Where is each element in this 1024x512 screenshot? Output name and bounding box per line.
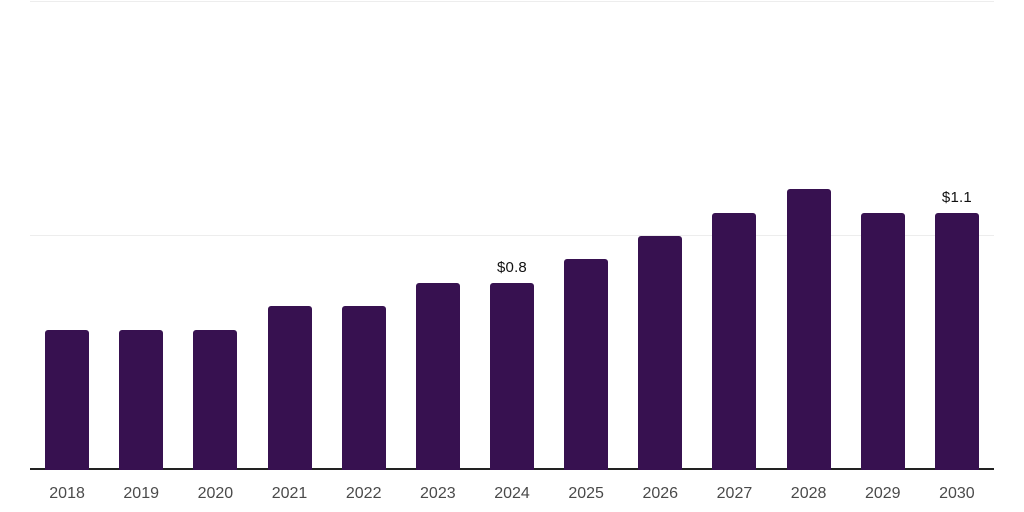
bar-2020 (193, 329, 238, 470)
x-tick-label-2020: 2020 (197, 485, 234, 502)
x-tick-label-2025: 2025 (568, 485, 604, 502)
x-tick-label-2027: 2027 (716, 485, 753, 502)
x-tick-label-2019: 2019 (123, 485, 159, 502)
bar-2022 (341, 306, 386, 470)
bar-2024 (490, 282, 534, 470)
bar-2018 (45, 329, 90, 470)
data-label-2030: $1.1 (941, 188, 972, 206)
bar-2023 (415, 282, 460, 470)
data-label-2024: $0.8 (496, 258, 527, 276)
x-axis: 2018 2019 2020 2021 2022 2023 2024 2025 2026 2027… (30, 484, 994, 504)
x-tick-label-2022: 2022 (345, 485, 382, 502)
bar-2025 (564, 259, 609, 470)
bar-2026 (638, 236, 683, 470)
x-tick-label-2024: 2024 (494, 485, 530, 502)
bar-2019 (119, 329, 164, 470)
bar-2030 (934, 212, 979, 470)
x-tick-label-2021: 2021 (271, 485, 308, 502)
x-tick-label-2030: 2030 (939, 485, 975, 502)
bar-2021 (267, 306, 312, 470)
x-tick-label-2028: 2028 (790, 485, 827, 502)
x-tick-label-2029: 2029 (864, 485, 901, 502)
plot-area: $0.8 $1.1 (30, 0, 994, 470)
x-tick-label-2018: 2018 (49, 485, 85, 502)
bar-2028 (786, 189, 831, 470)
x-tick-label-2026: 2026 (642, 485, 679, 502)
y-gridline-1 (30, 235, 994, 236)
bar-2029 (860, 212, 905, 470)
y-gridline-2 (30, 1, 994, 2)
bar-2027 (712, 212, 757, 470)
x-tick-label-2023: 2023 (420, 485, 456, 502)
